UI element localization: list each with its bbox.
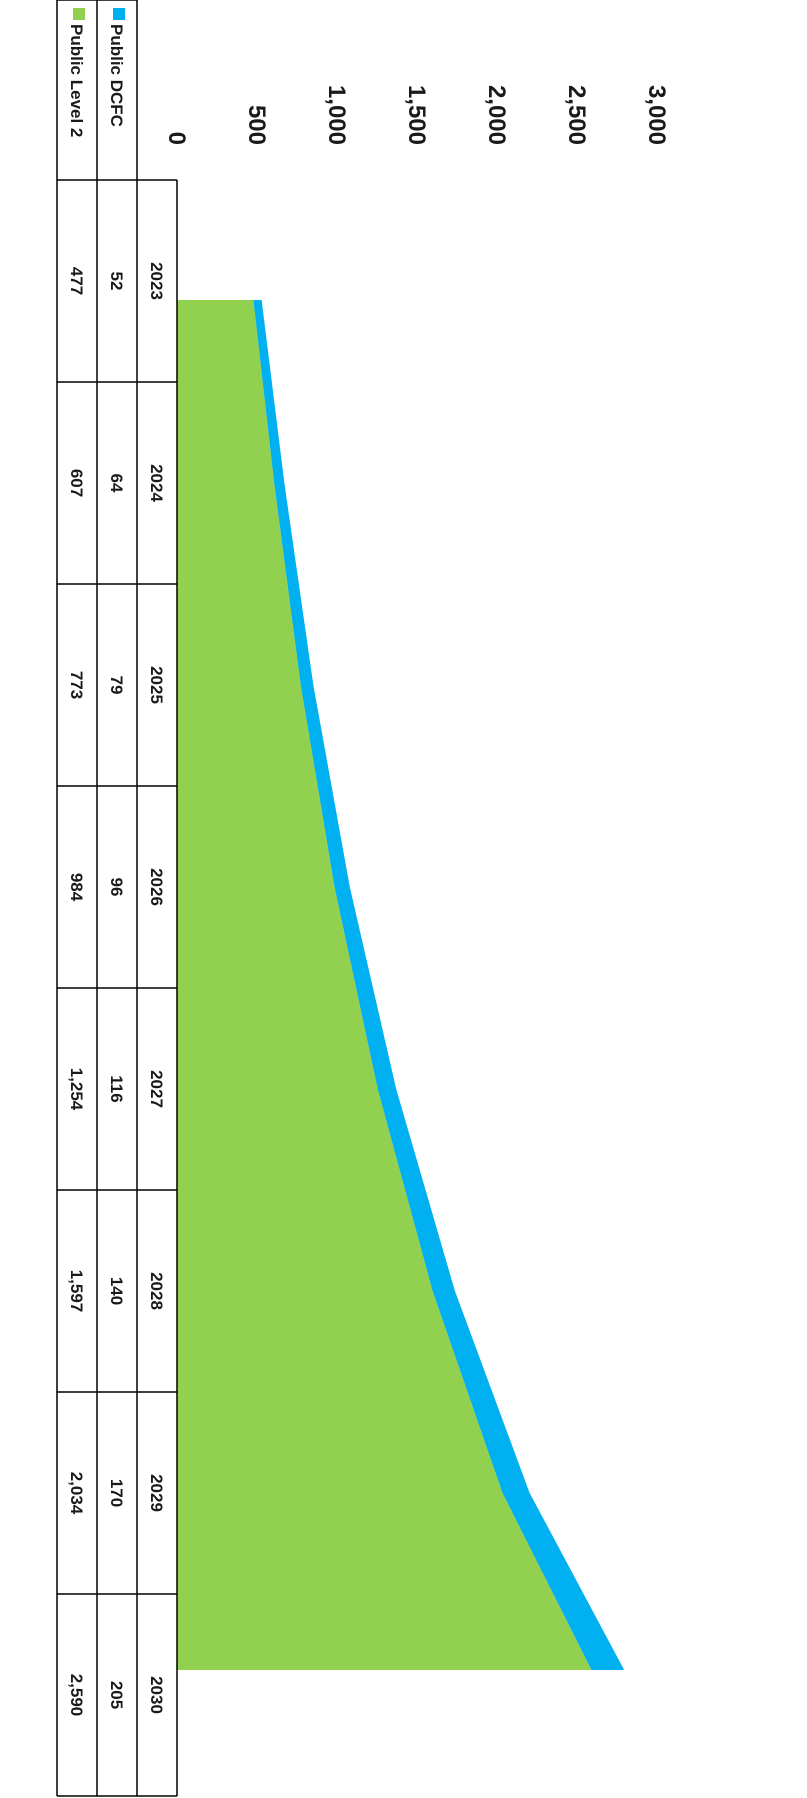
table-data-cell: 96 [107,878,126,897]
table-data-cell: 116 [107,1075,126,1102]
table-data-cell: 64 [107,474,126,493]
table-data-cell: 205 [107,1681,126,1709]
table-data-cell: 2,590 [67,1674,86,1717]
table-data-cell: 984 [67,873,86,902]
legend-label: Public DCFC [0,939,2,1072]
plot-area [177,300,624,1670]
table-legend-swatch [73,8,85,20]
table-data-cell: 79 [107,676,126,695]
table-data-cell: 2,034 [67,1472,86,1515]
table-header-cell: 2028 [147,1272,166,1310]
table-header-cell: 2024 [147,464,166,502]
y-tick-label: 2,500 [563,85,590,145]
legend-label: Public Level 2 [0,712,2,859]
table-header-cell: 2030 [147,1676,166,1714]
table-row-label: Public Level 2 [67,24,86,137]
table-legend-swatch [113,8,125,20]
table-data-cell: 1,597 [67,1270,86,1313]
y-tick-label: 0 [163,132,190,145]
area-public-level-2 [177,300,591,1670]
table-data-cell: 1,254 [67,1068,86,1111]
table-data-cell: 607 [67,469,86,497]
y-tick-label: 3,000 [643,85,670,145]
table-header-cell: 2026 [147,868,166,906]
table-data-cell: 52 [107,272,126,291]
y-tick-label: 1,500 [403,85,430,145]
y-tick-label: 500 [243,105,270,145]
table-data-cell: 140 [107,1277,126,1305]
table-header-cell: 2023 [147,262,166,300]
data-table: 2023 2024 2025 2026 2027 2028 2029 2030 Public D… [57,0,177,1796]
y-tick-label: 1,000 [323,85,350,145]
y-axis: 0 500 1,000 1,500 2,000 2,500 3,000 [163,85,670,145]
y-tick-label: 2,000 [483,85,510,145]
table-data-cell: 170 [107,1479,126,1507]
table-header-cell: 2025 [147,666,166,704]
table-header-cell: 2027 [147,1070,166,1108]
table-data-cell: 773 [67,671,86,699]
chart-frame: 0 500 1,000 1,500 2,000 2,500 3,000 2023202420… [0,0,670,1796]
legend: Public Level 2 Public DCFC [0,690,2,1072]
table-header-cell: 2029 [147,1474,166,1512]
table-data-cell: 477 [67,267,86,295]
table-row-label: Public DCFC [107,24,126,127]
